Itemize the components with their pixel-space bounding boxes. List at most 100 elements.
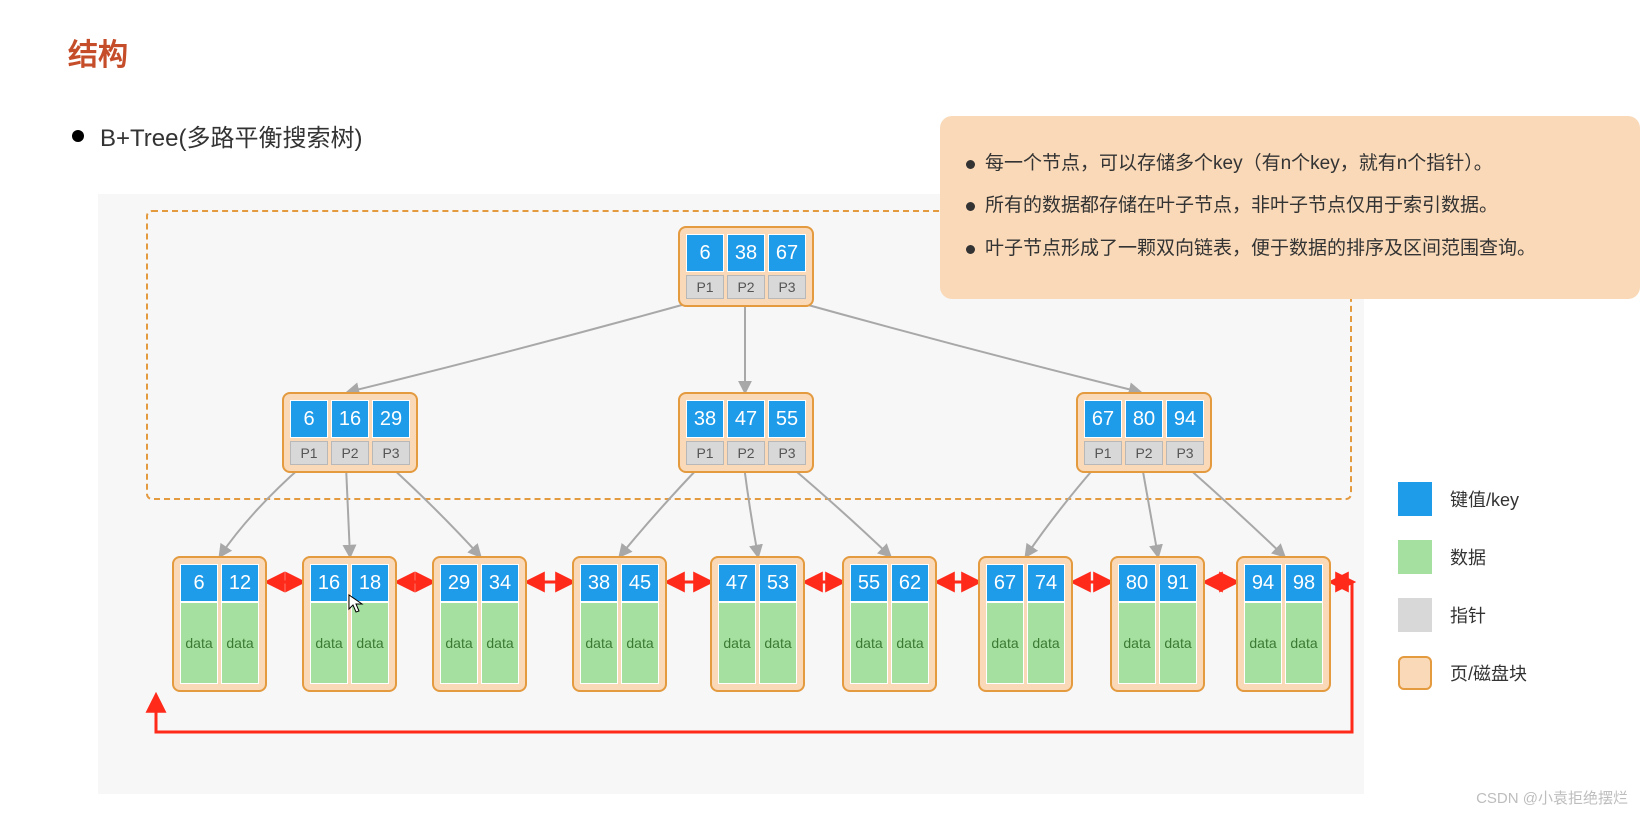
leaf-data: data [759,602,797,684]
note-item: 所有的数据都存储在叶子节点，非叶子节点仅用于索引数据。 [966,190,1620,222]
key-cell: 38 [727,234,765,272]
leaf-key: 38 [580,564,618,602]
leaf-data: data [221,602,259,684]
leaf-key: 29 [440,564,478,602]
legend-row-key: 键值/key [1398,482,1527,516]
leaf-key: 55 [850,564,888,602]
notes-box: 每一个节点，可以存储多个key（有n个key，就有n个指针）。 所有的数据都存储… [940,116,1640,299]
key-cell: 67 [768,234,806,272]
internal-node-0: 61629 P1P2P3 [282,392,418,473]
swatch-page [1398,656,1432,690]
legend-label: 键值/key [1450,486,1519,512]
legend-row-data: 数据 [1398,540,1527,574]
dot-icon [966,245,975,254]
leaf-data: data [310,602,348,684]
leaf-data: data [1027,602,1065,684]
leaf-key: 16 [310,564,348,602]
leaf-data: data [1244,602,1282,684]
pointer-cell: P2 [727,275,765,299]
leaf-node-8: 94data98data [1236,556,1331,692]
leaf-node-4: 47data53data [710,556,805,692]
key-cell: 6 [290,400,328,438]
pointer-cell: P1 [686,275,724,299]
pointer-cell: P3 [768,275,806,299]
leaf-node-5: 55data62data [842,556,937,692]
leaf-key: 94 [1244,564,1282,602]
legend-row-ptr: 指针 [1398,598,1527,632]
note-text: 所有的数据都存储在叶子节点，非叶子节点仅用于索引数据。 [985,190,1498,222]
note-text: 每一个节点，可以存储多个key（有n个key，就有n个指针）。 [985,148,1493,180]
leaf-node-1: 16data18data [302,556,397,692]
leaf-key: 47 [718,564,756,602]
pointer-cell: P2 [727,441,765,465]
pointer-cell: P2 [331,441,369,465]
key-cell: 55 [768,400,806,438]
swatch-key [1398,482,1432,516]
key-cell: 6 [686,234,724,272]
leaf-key: 6 [180,564,218,602]
dot-icon [966,202,975,211]
note-text: 叶子节点形成了一颗双向链表，便于数据的排序及区间范围查询。 [985,233,1536,265]
leaf-data: data [718,602,756,684]
leaf-data: data [481,602,519,684]
leaf-key: 34 [481,564,519,602]
leaf-data: data [850,602,888,684]
leaf-data: data [1118,602,1156,684]
cursor-icon [348,594,364,619]
pointer-cell: P3 [372,441,410,465]
swatch-data [1398,540,1432,574]
leaf-data: data [1285,602,1323,684]
internal-node-1: 384755 P1P2P3 [678,392,814,473]
subtitle-row: B+Tree(多路平衡搜索树) [72,118,362,153]
note-item: 每一个节点，可以存储多个key（有n个key，就有n个指针）。 [966,148,1620,180]
note-item: 叶子节点形成了一颗双向链表，便于数据的排序及区间范围查询。 [966,233,1620,265]
legend: 键值/key 数据 指针 页/磁盘块 [1398,482,1527,714]
leaf-node-3: 38data45data [572,556,667,692]
leaf-key: 53 [759,564,797,602]
leaf-node-6: 67data74data [978,556,1073,692]
page-title: 结构 [68,30,128,74]
leaf-data: data [1159,602,1197,684]
key-cell: 16 [331,400,369,438]
swatch-ptr [1398,598,1432,632]
leaf-key: 45 [621,564,659,602]
key-cell: 67 [1084,400,1122,438]
bullet-icon [72,130,84,142]
leaf-key: 67 [986,564,1024,602]
key-cell: 38 [686,400,724,438]
leaf-data: data [180,602,218,684]
key-cell: 47 [727,400,765,438]
leaf-key: 62 [891,564,929,602]
pointer-cell: P3 [768,441,806,465]
pointer-cell: P1 [686,441,724,465]
legend-label: 页/磁盘块 [1450,660,1527,686]
leaf-key: 12 [221,564,259,602]
leaf-key: 91 [1159,564,1197,602]
leaf-data: data [580,602,618,684]
leaf-data: data [891,602,929,684]
root-node: 63867 P1P2P3 [678,226,814,307]
leaf-key: 80 [1118,564,1156,602]
key-cell: 94 [1166,400,1204,438]
leaf-node-7: 80data91data [1110,556,1205,692]
legend-label: 指针 [1450,602,1486,628]
dot-icon [966,160,975,169]
pointer-cell: P2 [1125,441,1163,465]
leaf-data: data [986,602,1024,684]
pointer-cell: P1 [290,441,328,465]
pointer-cell: P3 [1166,441,1204,465]
leaf-node-2: 29data34data [432,556,527,692]
legend-row-page: 页/磁盘块 [1398,656,1527,690]
watermark: CSDN @小袁拒绝摆烂 [1476,787,1628,808]
leaf-data: data [440,602,478,684]
leaf-key: 98 [1285,564,1323,602]
legend-label: 数据 [1450,544,1486,570]
key-cell: 80 [1125,400,1163,438]
leaf-data: data [621,602,659,684]
subtitle: B+Tree(多路平衡搜索树) [100,118,362,153]
pointer-cell: P1 [1084,441,1122,465]
leaf-node-0: 6data12data [172,556,267,692]
leaf-key: 74 [1027,564,1065,602]
internal-node-2: 678094 P1P2P3 [1076,392,1212,473]
key-cell: 29 [372,400,410,438]
